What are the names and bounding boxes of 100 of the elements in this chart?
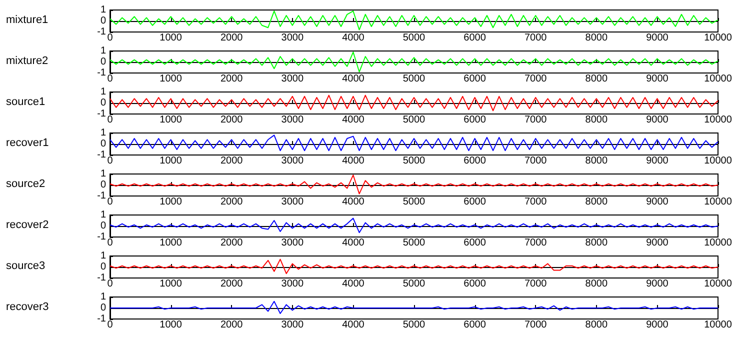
x-tick-label: 9000 [646,196,669,208]
y-axis-title: recover3 [6,301,49,313]
x-tick-label: 2000 [220,238,244,248]
x-tick-label: 4000 [342,156,365,166]
x-tick-label: 8000 [585,32,608,44]
x-tick-label: 6000 [464,114,486,126]
x-tick-label: 2000 [220,114,244,126]
x-tick-label: 9000 [646,32,669,44]
x-tick-label: 8000 [585,156,608,166]
x-tick-label: 7000 [524,278,548,290]
y-tick-label: 1 [100,168,106,180]
y-tick-label: -1 [97,190,106,202]
x-tick-label: 10000 [704,320,732,330]
x-tick-label: 3000 [281,196,304,208]
x-tick-label: 2000 [220,74,244,84]
x-tick-label: 3000 [281,156,304,166]
x-tick-label: 0 [107,238,114,248]
x-tick-label: 10000 [704,196,732,208]
x-tick-label: 7000 [524,114,548,126]
y-axis-title: source1 [6,96,46,108]
x-tick-label: 0 [107,74,114,84]
x-tick-label: 9000 [646,320,669,330]
y-tick-label: 0 [100,56,106,68]
y-axis-title: mixture2 [6,55,48,67]
x-tick-label: 4000 [342,114,365,126]
x-tick-label: 8000 [585,114,608,126]
y-tick-label: -1 [97,108,106,120]
y-tick-label: 1 [100,4,106,16]
x-tick-label: 4000 [342,238,365,248]
x-tick-label: 3000 [281,278,304,290]
x-tick-label: 3000 [281,32,304,44]
line-series [110,174,718,194]
x-tick-label: 7000 [524,32,548,44]
y-axis-title: source3 [6,260,46,272]
y-tick-label: -1 [97,232,106,242]
x-tick-label: 6000 [464,156,486,166]
x-tick-label: 0 [107,32,114,44]
x-tick-label: 4000 [342,196,365,208]
y-tick-label: 1 [100,86,106,98]
x-tick-label: 6000 [464,196,486,208]
x-tick-label: 9000 [646,238,669,248]
x-tick-label: 1000 [160,114,182,126]
y-tick-label: 1 [100,46,106,56]
x-tick-label: 7000 [524,320,548,330]
x-tick-label: 6000 [464,278,486,290]
x-tick-label: 0 [107,320,114,330]
x-tick-label: 0 [107,156,114,166]
x-tick-label: 7000 [524,196,548,208]
x-tick-label: 8000 [585,278,608,290]
line-series [110,134,718,152]
y-tick-label: -1 [97,26,106,38]
x-tick-label: 6000 [464,74,486,84]
x-tick-label: 8000 [585,320,608,330]
x-tick-label: 10000 [704,32,732,44]
y-tick-label: 0 [100,138,106,150]
x-tick-label: 6000 [464,320,486,330]
y-tick-label: 1 [100,292,106,302]
y-tick-label: 0 [100,302,106,314]
x-tick-label: 5000 [402,74,426,84]
y-tick-label: 0 [100,220,106,232]
x-tick-label: 6000 [464,32,486,44]
x-tick-label: 1000 [160,278,182,290]
x-tick-label: 9000 [646,278,669,290]
x-tick-label: 2000 [220,196,244,208]
x-tick-label: 4000 [342,74,365,84]
y-axis-title: recover2 [6,219,49,231]
x-tick-label: 3000 [281,74,304,84]
x-tick-label: 1000 [160,156,182,166]
line-series [110,10,718,30]
x-tick-label: 1000 [160,74,182,84]
x-tick-label: 10000 [704,156,732,166]
x-tick-label: 1000 [160,320,182,330]
y-tick-label: 0 [100,262,106,272]
x-tick-label: 3000 [281,238,304,248]
x-tick-label: 8000 [585,74,608,84]
y-axis-title: recover1 [6,137,49,149]
x-tick-label: 8000 [585,238,608,248]
line-series [110,218,718,234]
y-tick-label: 0 [100,180,106,190]
line-series [110,300,718,314]
x-tick-label: 7000 [524,238,548,248]
x-tick-label: 5000 [402,320,426,330]
y-tick-label: -1 [97,150,106,160]
x-tick-label: 7000 [524,156,548,166]
x-tick-label: 5000 [402,114,426,126]
x-tick-label: 2000 [220,32,244,44]
x-tick-label: 3000 [281,114,304,126]
x-tick-label: 1000 [160,238,182,248]
x-tick-label: 5000 [402,32,426,44]
y-tick-label: 1 [100,128,106,138]
y-tick-label: 0 [100,16,106,26]
line-series [110,258,718,274]
x-tick-label: 10000 [704,238,732,248]
x-tick-label: 9000 [646,74,669,84]
x-tick-label: 10000 [704,278,732,290]
y-tick-label: 0 [100,98,106,108]
x-tick-label: 4000 [342,278,365,290]
x-tick-label: 5000 [402,278,426,290]
x-tick-label: 2000 [220,278,244,290]
x-tick-label: 5000 [402,196,426,208]
